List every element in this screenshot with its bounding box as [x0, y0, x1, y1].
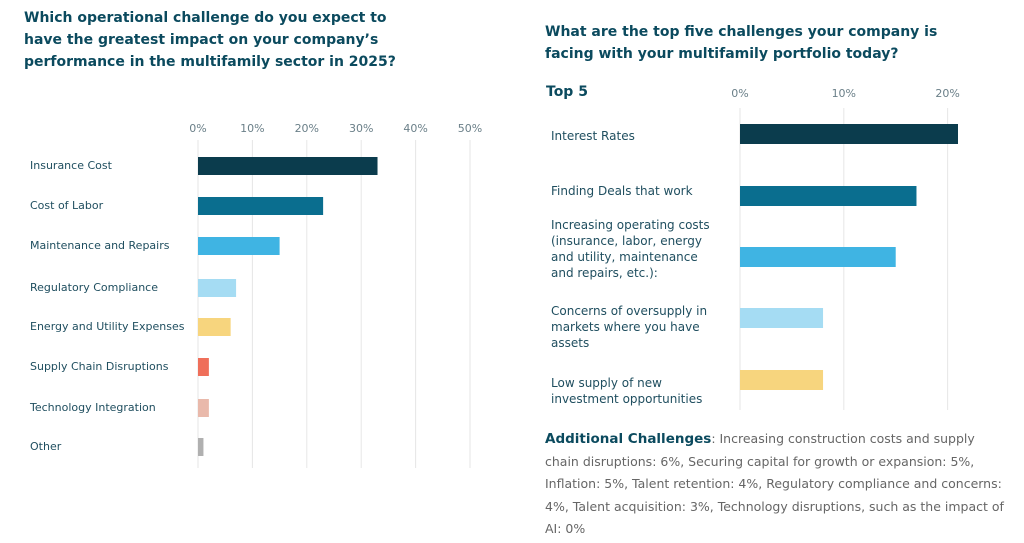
chart-title: What are the top five challenges your co… — [545, 24, 938, 62]
bar — [198, 399, 209, 417]
category-label: Cost of Labor — [30, 199, 104, 212]
category-label: Finding Deals that work — [551, 184, 693, 198]
bar — [198, 438, 204, 456]
x-tick-label: 20% — [294, 122, 320, 135]
bar — [198, 279, 237, 297]
bar — [740, 370, 824, 390]
x-tick-label: 10% — [240, 122, 265, 135]
x-tick-label: 20% — [935, 87, 960, 100]
category-label: Supply Chain Disruptions — [30, 360, 169, 373]
category-label: Energy and Utility Expenses — [30, 320, 185, 333]
category-label: Other — [30, 440, 62, 453]
category-label: Technology Integration — [30, 401, 156, 414]
bar — [198, 197, 324, 215]
category-label: Concerns of oversupply in markets where … — [551, 304, 708, 350]
bar — [198, 157, 378, 175]
additional-text: : Increasing construction costs and supp… — [545, 431, 1004, 536]
bar — [198, 318, 231, 336]
bar — [740, 186, 917, 206]
x-tick-label: 0% — [731, 87, 749, 100]
category-label: Interest Rates — [551, 129, 635, 143]
x-tick-label: 0% — [189, 122, 207, 135]
bar — [740, 247, 896, 267]
x-tick-label: 40% — [403, 122, 428, 135]
x-tick-label: 30% — [348, 122, 374, 135]
bar — [740, 308, 824, 328]
category-label: Maintenance and Repairs — [30, 239, 170, 252]
x-tick-label: 50% — [457, 122, 483, 135]
bar — [198, 237, 280, 255]
category-label: Regulatory Compliance — [30, 281, 158, 294]
bar — [740, 124, 958, 144]
category-label: Low supply of new investment opportuniti… — [551, 376, 703, 406]
category-label: Increasing operating costs (insurance, l… — [551, 218, 710, 280]
additional-challenges: Additional Challenges: Increasing constr… — [545, 428, 1010, 541]
additional-heading: Additional Challenges — [545, 431, 712, 447]
bar — [198, 358, 209, 376]
chart-title: Which operational challenge do you expec… — [24, 10, 396, 70]
chart-subtitle: Top 5 — [546, 84, 588, 100]
category-label: Insurance Cost — [30, 159, 112, 172]
x-tick-label: 10% — [831, 87, 857, 100]
